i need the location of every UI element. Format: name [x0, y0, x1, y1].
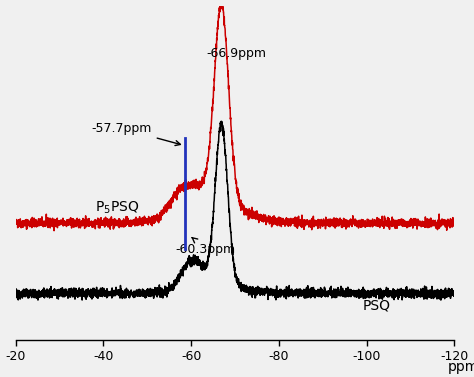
- Text: -57.7ppm: -57.7ppm: [91, 122, 181, 146]
- Text: PSQ: PSQ: [362, 298, 390, 312]
- Text: -66.9ppm: -66.9ppm: [207, 47, 266, 60]
- Text: -60.3ppm: -60.3ppm: [176, 238, 236, 256]
- X-axis label: ppm: ppm: [447, 360, 474, 374]
- Text: P$_5$PSQ: P$_5$PSQ: [95, 199, 139, 216]
